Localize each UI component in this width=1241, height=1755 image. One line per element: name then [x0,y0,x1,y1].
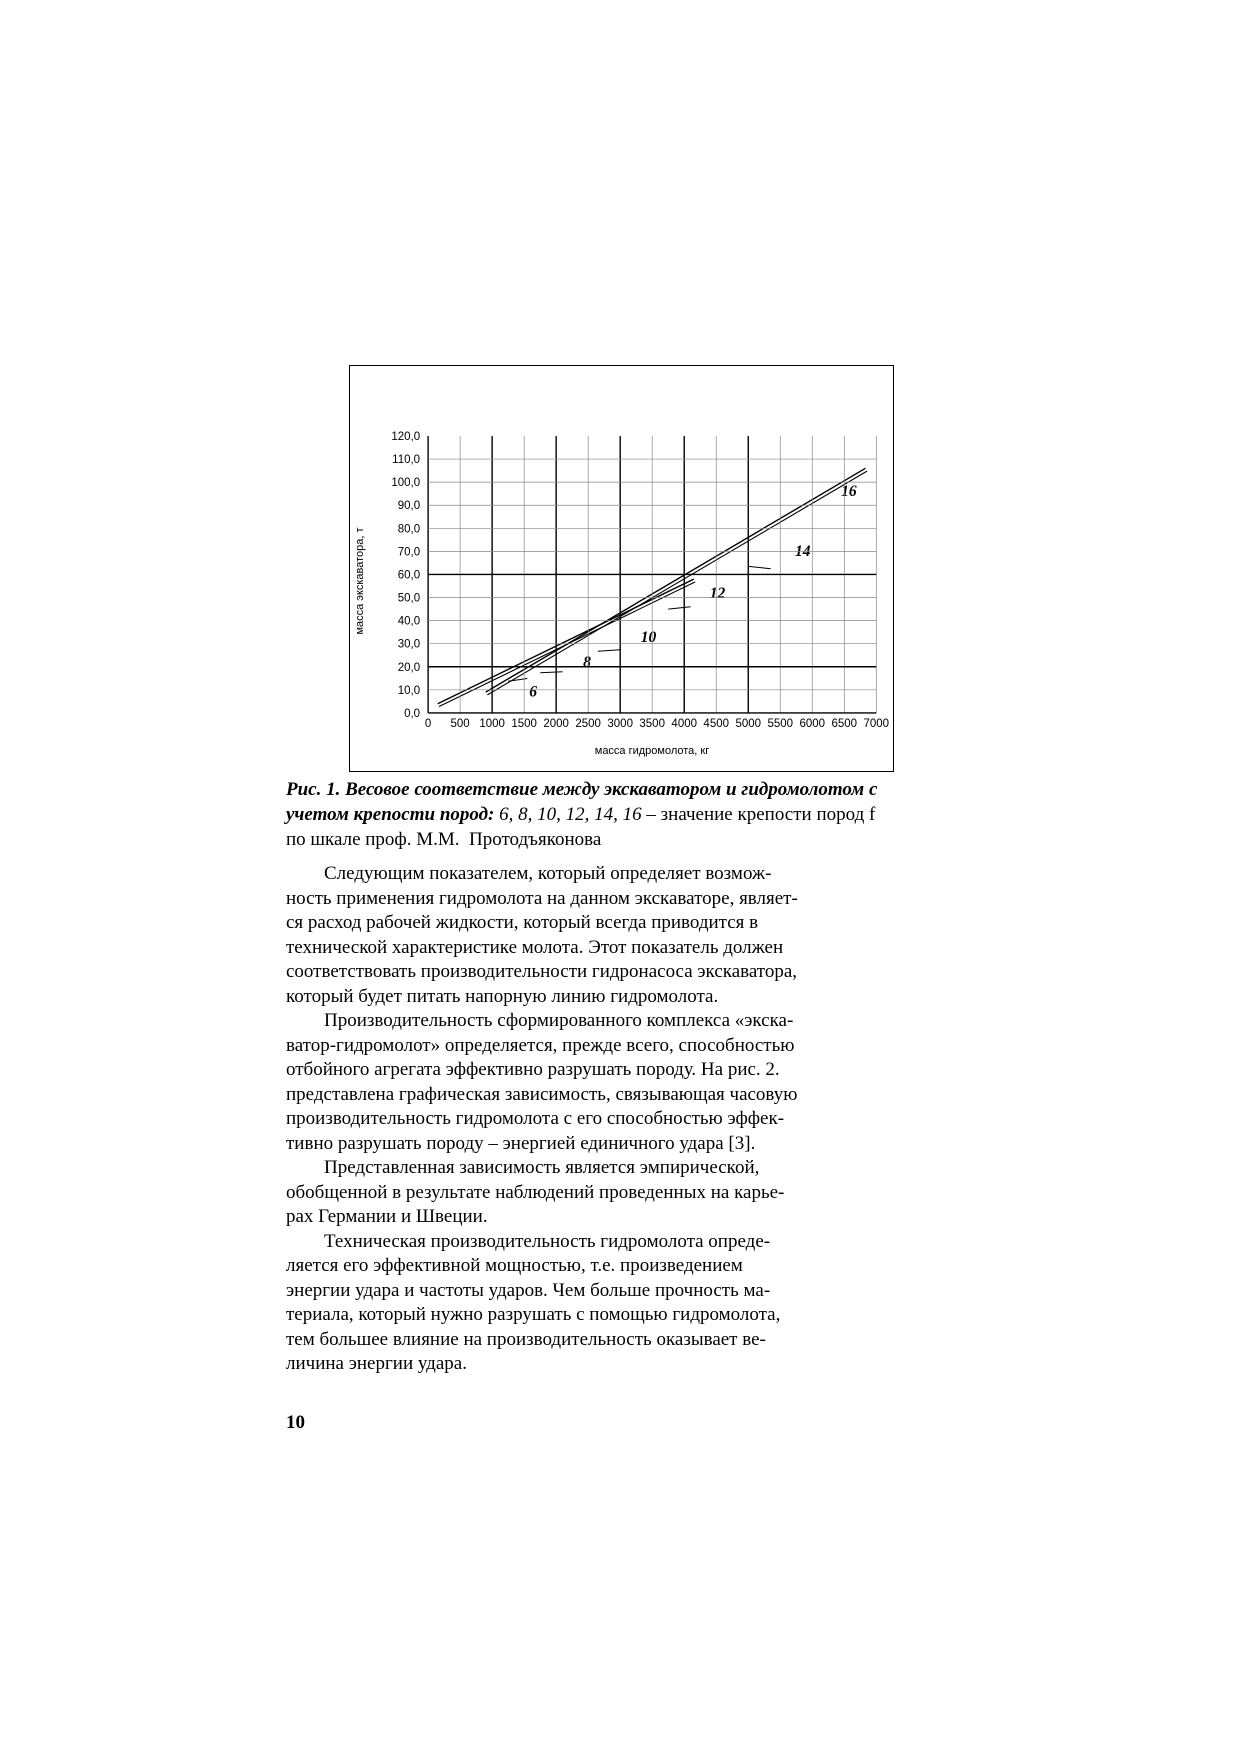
svg-text:90,0: 90,0 [398,500,420,512]
svg-text:1500: 1500 [511,718,537,730]
svg-text:7000: 7000 [864,718,890,730]
svg-text:20,0: 20,0 [398,662,420,674]
svg-text:50,0: 50,0 [398,593,420,605]
svg-text:5000: 5000 [735,718,761,730]
svg-text:5500: 5500 [767,718,793,730]
svg-text:60,0: 60,0 [398,569,420,581]
svg-text:3500: 3500 [639,718,665,730]
svg-text:6: 6 [529,684,537,701]
svg-text:110,0: 110,0 [392,454,420,466]
svg-text:100,0: 100,0 [391,477,420,489]
svg-text:10,0: 10,0 [398,685,420,697]
svg-text:16: 16 [841,483,857,500]
svg-text:70,0: 70,0 [398,546,420,558]
svg-text:3000: 3000 [607,718,633,730]
svg-text:8: 8 [583,654,591,671]
svg-text:30,0: 30,0 [398,639,420,651]
svg-text:10: 10 [641,629,657,646]
svg-text:120,0: 120,0 [391,431,420,443]
svg-text:6000: 6000 [799,718,825,730]
svg-text:2000: 2000 [543,718,569,730]
svg-text:2500: 2500 [575,718,601,730]
svg-text:80,0: 80,0 [398,523,420,535]
svg-text:0,0: 0,0 [404,708,420,720]
svg-text:40,0: 40,0 [398,616,420,628]
svg-text:4000: 4000 [671,718,697,730]
svg-text:масса экскаватора, т: масса экскаватора, т [354,527,366,634]
svg-text:0: 0 [425,718,431,730]
svg-text:500: 500 [451,718,470,730]
svg-text:6500: 6500 [831,718,857,730]
svg-text:1000: 1000 [479,718,505,730]
svg-text:масса гидромолота, кг: масса гидромолота, кг [595,745,710,757]
svg-text:12: 12 [710,585,726,602]
svg-text:4500: 4500 [703,718,729,730]
